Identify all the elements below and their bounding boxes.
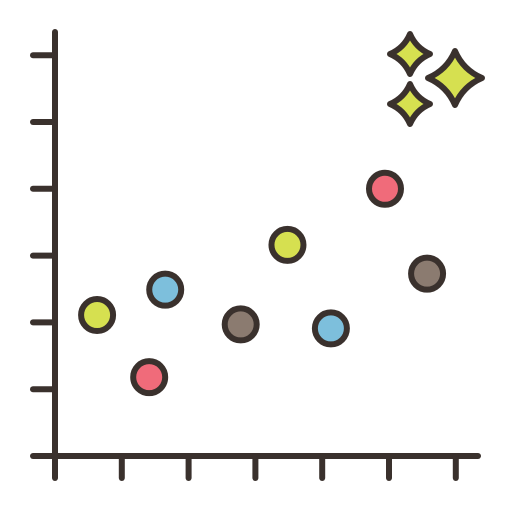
- data-point-6: [311, 309, 350, 348]
- data-point-8: [408, 254, 447, 293]
- data-point-4: [221, 305, 260, 344]
- sparkle-large: [425, 48, 485, 108]
- data-point-2: [130, 358, 169, 397]
- data-points: [78, 169, 447, 397]
- data-point-3: [146, 270, 185, 309]
- tick-marks: [30, 52, 459, 481]
- sparkle-small-bottom: [387, 81, 433, 127]
- data-point-7: [365, 169, 404, 208]
- data-point-5: [268, 225, 307, 264]
- sparkle-small-top: [387, 31, 433, 77]
- data-point-1: [78, 296, 117, 335]
- sparkles-icon: [387, 31, 485, 127]
